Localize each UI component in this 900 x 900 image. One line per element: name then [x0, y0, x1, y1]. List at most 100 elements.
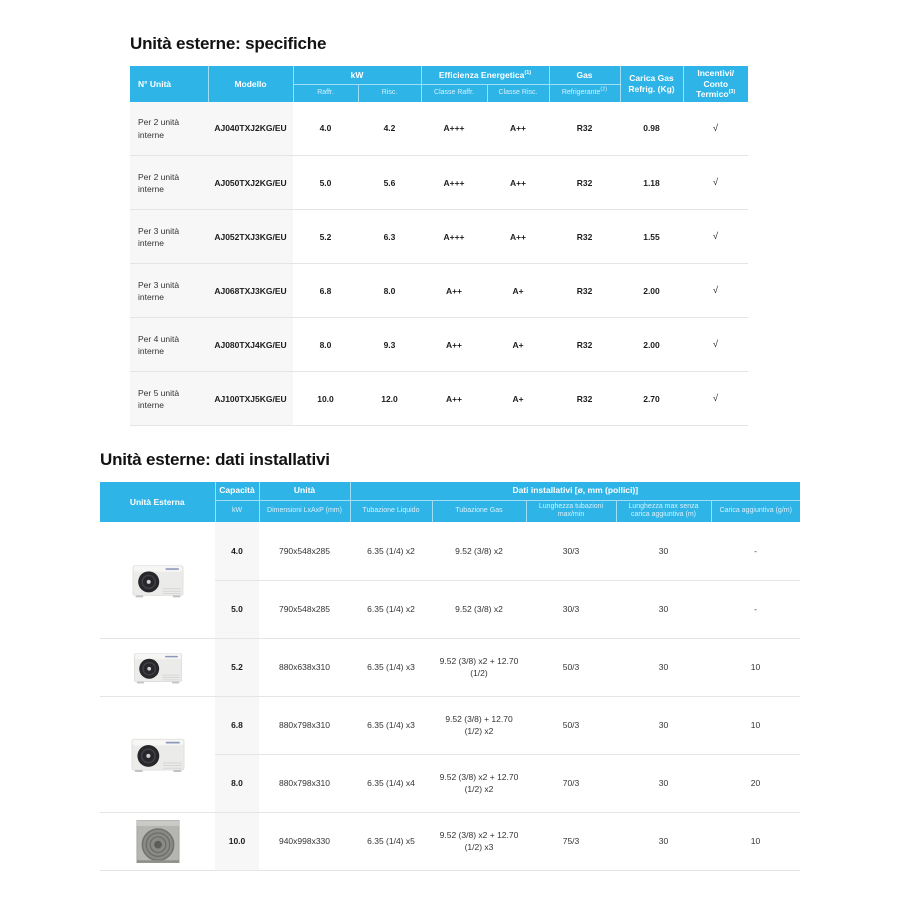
- cell-gas: R32: [549, 155, 620, 210]
- cell-incentivi-check: √: [683, 101, 748, 156]
- table-row: Per 3 unità interne AJ068TXJ3KG/EU 6.8 8…: [130, 263, 748, 318]
- cell-carica-aggiuntiva: -: [711, 522, 801, 580]
- cell-tubazione-liquido: 6.35 (1/4) x5: [350, 811, 432, 870]
- cell-unit-image: [100, 695, 215, 812]
- cell-n-unita: Per 5 unità interne: [130, 371, 208, 426]
- cell-capacita: 5.2: [215, 637, 259, 696]
- table-row: 6.8 880x798x310 6.35 (1/4) x3 9.52 (3/8)…: [100, 695, 801, 812]
- subcol-header-carica-aggiuntiva: Carica aggiuntiva (g/m): [710, 499, 801, 522]
- cell-dimensioni: 790x548x285: [259, 522, 350, 580]
- cell-carica-gas: 0.98: [620, 101, 683, 156]
- col-header-efficienza: Efficienza Energetica(1): [420, 66, 549, 85]
- cell-carica-gas: 2.70: [620, 371, 683, 426]
- cell-classe-risc: A+: [487, 317, 549, 372]
- cell-incentivi-check: √: [683, 263, 748, 318]
- subcol-header-tubazione-gas: Tubazione Gas: [431, 499, 526, 522]
- cell-tubazione-liquido: 6.35 (1/4) x3: [350, 695, 432, 754]
- cell-tubazione-gas: 9.52 (3/8) x2 + 12.70 (1/2) x2: [432, 753, 526, 812]
- cell-classe-raffr: A++: [421, 317, 487, 372]
- cell-dimensioni: 880x638x310: [259, 637, 350, 696]
- cell-kw-raffr: 8.0: [293, 317, 358, 372]
- cell-modello: AJ068TXJ3KG/EU: [208, 263, 293, 318]
- table-row: Per 2 unità interne AJ040TXJ2KG/EU 4.0 4…: [130, 101, 748, 156]
- cell-classe-risc: A++: [487, 155, 549, 210]
- col-header-carica-gas: Carica Gas Refrig. (Kg): [619, 66, 683, 102]
- cell-lunghezza-max: 30: [616, 695, 711, 754]
- cell-lunghezza-tubazioni: 30/3: [526, 522, 616, 580]
- cell-carica-aggiuntiva: -: [711, 579, 801, 638]
- cell-incentivi-check: √: [683, 209, 748, 264]
- cell-tubazione-liquido: 6.35 (1/4) x3: [350, 637, 432, 696]
- section-specifiche: Unità esterne: specifiche N° Unità Model…: [130, 34, 748, 427]
- col-header-n-unita: N° Unità: [130, 66, 208, 102]
- outdoor-unit-image: [133, 652, 182, 684]
- cell-carica-aggiuntiva: 10: [711, 811, 801, 870]
- cell-kw-risc: 5.6: [358, 155, 421, 210]
- cell-kw-risc: 8.0: [358, 263, 421, 318]
- table-row: 5.0 790x548x285 6.35 (1/4) x2 9.52 (3/8)…: [100, 579, 801, 638]
- cell-tubazione-gas: 9.52 (3/8) x2: [432, 522, 526, 580]
- cell-carica-gas: 1.55: [620, 209, 683, 264]
- cell-n-unita: Per 3 unità interne: [130, 263, 208, 318]
- cell-kw-raffr: 5.0: [293, 155, 358, 210]
- cell-n-unita: Per 4 unità interne: [130, 317, 208, 372]
- subcol-header-capacita-kw: kW: [214, 499, 259, 522]
- cell-classe-raffr: A+++: [421, 209, 487, 264]
- cell-classe-raffr: A+++: [421, 101, 487, 156]
- efficienza-footnote: (1): [524, 69, 532, 76]
- cell-capacita: 4.0: [215, 522, 259, 580]
- section-title-specifiche: Unità esterne: specifiche: [130, 34, 327, 53]
- cell-carica-gas: 1.18: [620, 155, 683, 210]
- col-header-incentivi: Incentivi/Conto Termico(3): [682, 66, 748, 102]
- subcol-header-classe-raffr: Classe Raffr.: [420, 84, 487, 102]
- cell-tubazione-gas: 9.52 (3/8) + 12.70 (1/2) x2: [432, 695, 526, 754]
- cell-tubazione-gas: 9.52 (3/8) x2 + 12.70 (1/2): [432, 637, 526, 696]
- cell-lunghezza-max: 30: [616, 579, 711, 638]
- cell-kw-raffr: 4.0: [293, 101, 358, 156]
- table-row: 5.2 880x638x310 6.35 (1/4) x3 9.52 (3/8)…: [100, 637, 801, 696]
- cell-lunghezza-tubazioni: 30/3: [526, 579, 616, 638]
- col-header-kw: kW: [292, 66, 421, 85]
- cell-modello: AJ080TXJ4KG/EU: [208, 317, 293, 372]
- cell-unit-image: [100, 637, 215, 696]
- cell-lunghezza-tubazioni: 70/3: [526, 753, 616, 812]
- cell-tubazione-gas: 9.52 (3/8) x2: [432, 579, 526, 638]
- cell-dimensioni: 790x548x285: [259, 579, 350, 638]
- cell-n-unita: Per 3 unità interne: [130, 209, 208, 264]
- cell-incentivi-check: √: [683, 317, 748, 372]
- cell-unit-image: [100, 522, 215, 638]
- incentivi-footnote: (3): [728, 89, 736, 96]
- cell-gas: R32: [549, 317, 620, 372]
- table-row: Per 2 unità interne AJ050TXJ2KG/EU 5.0 5…: [130, 155, 748, 210]
- cell-classe-raffr: A++: [421, 371, 487, 426]
- col-header-unita: Unità: [258, 482, 350, 500]
- incentivi-label-line2: Conto Termico: [696, 78, 729, 100]
- table-row: 4.0 790x548x285 6.35 (1/4) x2 9.52 (3/8)…: [100, 522, 801, 638]
- cell-classe-risc: A++: [487, 209, 549, 264]
- cell-modello: AJ100TXJ5KG/EU: [208, 371, 293, 426]
- col-header-dati-installativi: Dati installativi [ø, mm (pollici)]: [349, 482, 801, 500]
- cell-capacita: 10.0: [215, 811, 259, 870]
- refrigerante-label: Refrigerante: [561, 89, 601, 97]
- subcol-header-lunghezza-max: Lunghezza max senza carica aggiuntiva (m…: [615, 499, 711, 522]
- table-row: Per 4 unità interne AJ080TXJ4KG/EU 8.0 9…: [130, 317, 748, 372]
- outdoor-unit-image: [131, 564, 184, 598]
- cell-lunghezza-tubazioni: 50/3: [526, 637, 616, 696]
- cell-incentivi-check: √: [683, 155, 748, 210]
- cell-dimensioni: 880x798x310: [259, 695, 350, 754]
- cell-kw-raffr: 6.8: [293, 263, 358, 318]
- cell-lunghezza-max: 30: [616, 811, 711, 870]
- cell-lunghezza-max: 30: [616, 753, 711, 812]
- cell-gas: R32: [549, 263, 620, 318]
- cell-kw-risc: 9.3: [358, 317, 421, 372]
- installativi-table: Unità Esterna Capacità Unità Dati instal…: [100, 482, 801, 871]
- cell-kw-risc: 6.3: [358, 209, 421, 264]
- section-installativi: Unità esterne: dati installativi Unità E…: [100, 450, 801, 871]
- cell-incentivi-check: √: [683, 371, 748, 426]
- table-row: 10.0 940x998x330 6.35 (1/4) x5 9.52 (3/8…: [100, 811, 801, 870]
- col-header-unita-esterna: Unità Esterna: [100, 482, 215, 522]
- cell-capacita: 6.8: [215, 695, 259, 754]
- cell-capacita: 5.0: [215, 579, 259, 638]
- cell-classe-risc: A+: [487, 263, 549, 318]
- cell-tubazione-liquido: 6.35 (1/4) x4: [350, 753, 432, 812]
